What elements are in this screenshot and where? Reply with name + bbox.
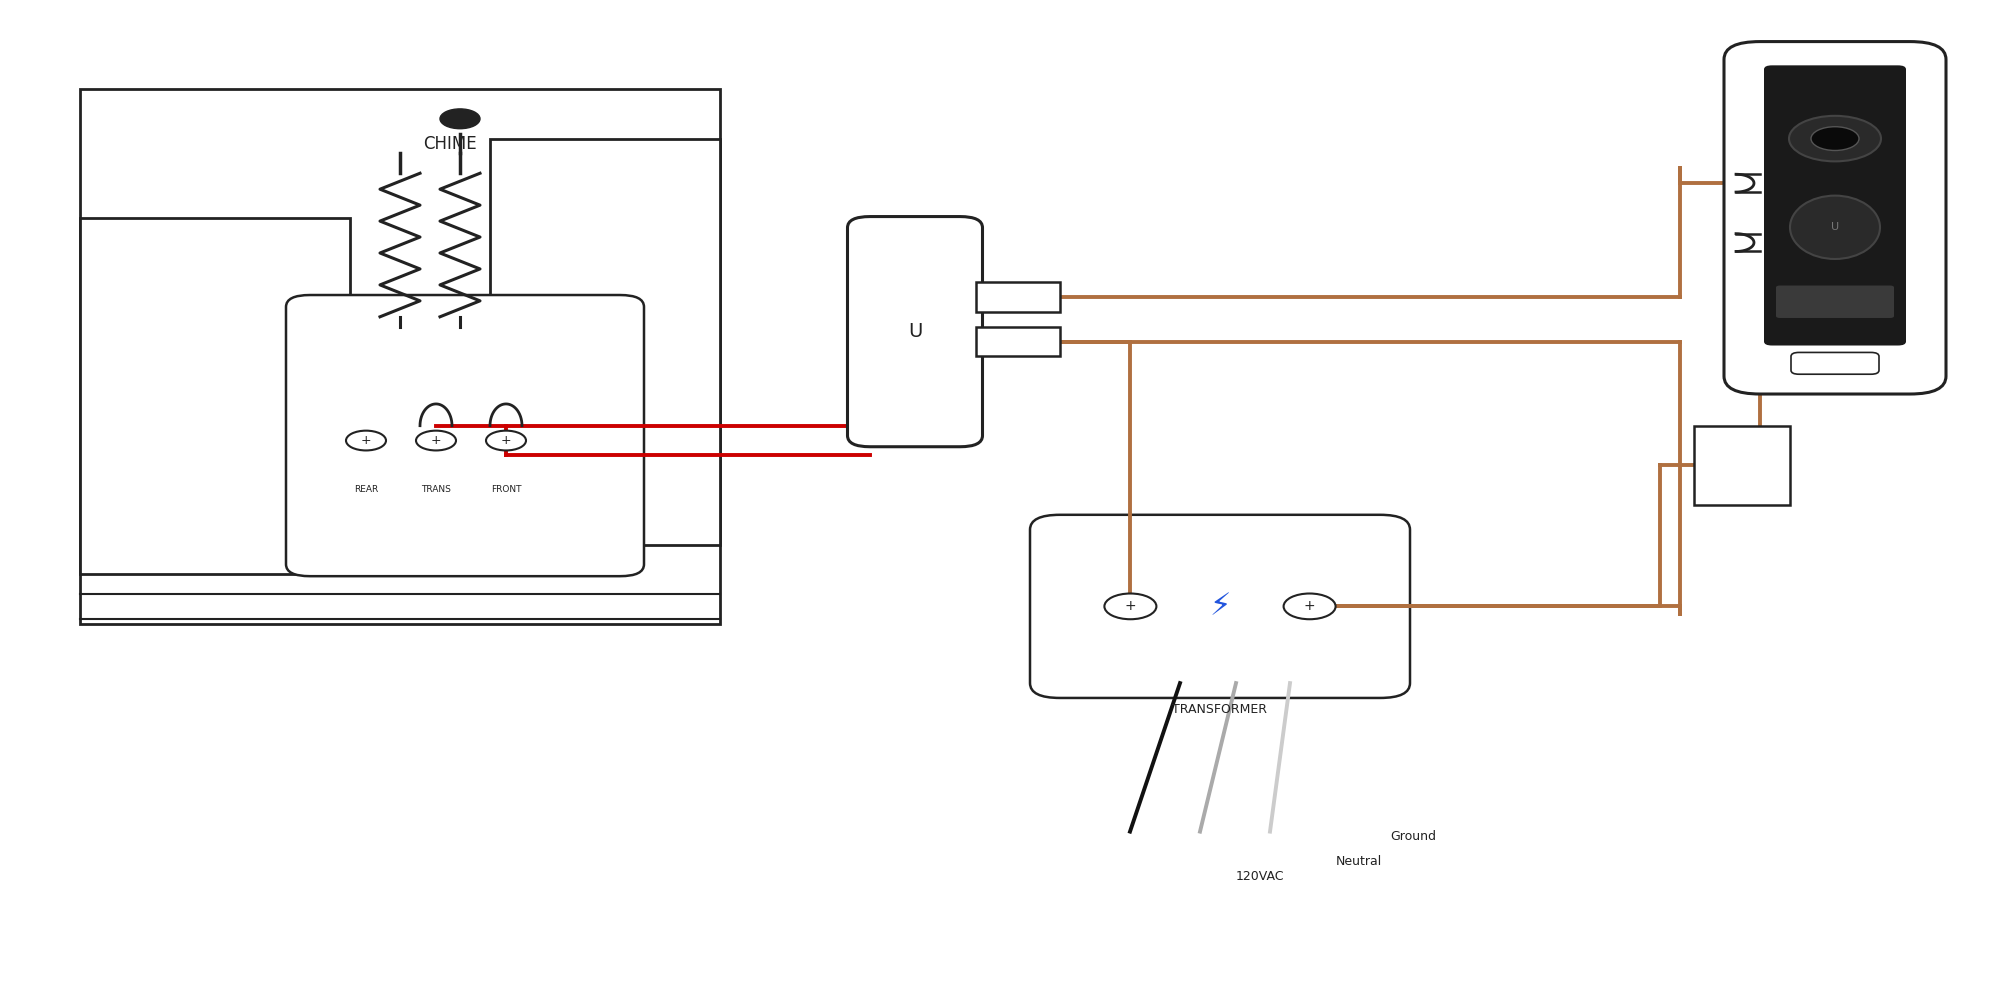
Text: Ground: Ground	[1390, 830, 1436, 843]
Text: FRONT: FRONT	[490, 485, 522, 494]
Bar	[80, 218, 350, 574]
FancyBboxPatch shape	[1030, 515, 1410, 698]
FancyBboxPatch shape	[1724, 42, 1946, 394]
Text: +: +	[1124, 599, 1136, 614]
Text: CHIME: CHIME	[424, 135, 476, 152]
Text: U: U	[1830, 223, 1840, 233]
Circle shape	[1790, 116, 1880, 161]
Text: +: +	[430, 434, 442, 447]
Bar	[80, 89, 720, 624]
Text: 120VAC: 120VAC	[1236, 869, 1284, 883]
Circle shape	[416, 431, 456, 450]
Text: U: U	[908, 322, 922, 342]
FancyBboxPatch shape	[848, 217, 982, 446]
Circle shape	[346, 431, 386, 450]
Text: TRANSFORMER: TRANSFORMER	[1172, 703, 1268, 716]
Text: REAR: REAR	[354, 485, 378, 494]
Ellipse shape	[1790, 196, 1880, 259]
Text: Neutral: Neutral	[1336, 854, 1382, 868]
Text: ⚡: ⚡	[1210, 592, 1230, 621]
Text: +: +	[1304, 599, 1316, 614]
Bar	[1694, 426, 1790, 505]
Text: +: +	[500, 434, 512, 447]
Text: +: +	[360, 434, 372, 447]
Circle shape	[486, 431, 526, 450]
Circle shape	[1104, 593, 1156, 620]
FancyBboxPatch shape	[1764, 65, 1906, 346]
Bar	[490, 139, 720, 544]
FancyBboxPatch shape	[1776, 285, 1894, 318]
FancyBboxPatch shape	[286, 295, 644, 576]
FancyBboxPatch shape	[1792, 352, 1880, 374]
Circle shape	[1284, 593, 1336, 620]
Circle shape	[1812, 127, 1860, 150]
Bar	[976, 282, 1060, 312]
Text: TRANS: TRANS	[422, 485, 450, 494]
Bar	[976, 327, 1060, 356]
Circle shape	[440, 109, 480, 129]
